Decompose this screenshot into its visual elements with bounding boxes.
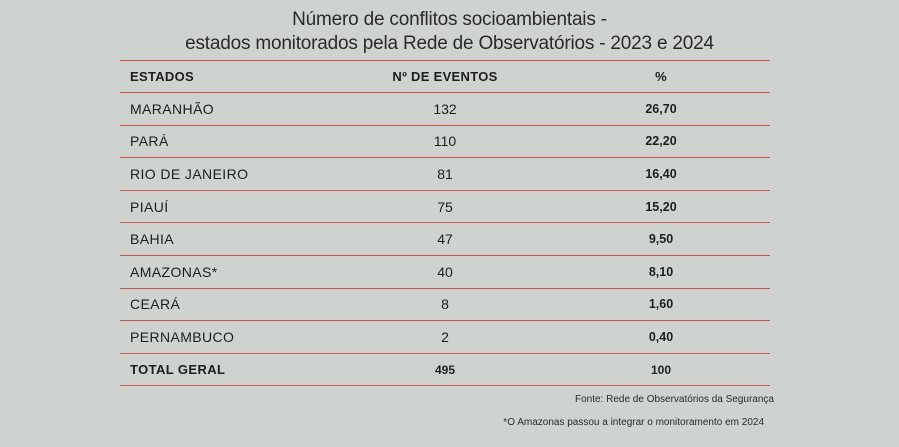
table-row: MARANHÃO 132 26,70 bbox=[120, 93, 770, 126]
percent-cell: 22,20 bbox=[645, 134, 677, 149]
table-row: PERNAMBUCO 2 0,40 bbox=[120, 321, 770, 354]
state-cell: PERNAMBUCO bbox=[130, 328, 235, 345]
table-row: AMAZONAS* 40 8,10 bbox=[120, 256, 770, 289]
data-table: ESTADOS Nº DE EVENTOS % MARANHÃO 132 26,… bbox=[120, 60, 770, 387]
events-cell: 132 bbox=[433, 100, 457, 117]
total-events: 495 bbox=[434, 362, 456, 377]
table-row: CEARÁ 8 1,60 bbox=[120, 289, 770, 322]
percent-cell: 1,60 bbox=[648, 297, 674, 312]
table-header-row: ESTADOS Nº DE EVENTOS % bbox=[120, 60, 770, 93]
state-cell: MARANHÃO bbox=[130, 100, 215, 117]
state-cell: PARÁ bbox=[130, 133, 169, 150]
state-cell: AMAZONAS* bbox=[130, 263, 218, 280]
events-cell: 2 bbox=[441, 328, 449, 345]
total-label: TOTAL GERAL bbox=[130, 362, 226, 378]
table-row: BAHIA 47 9,50 bbox=[120, 223, 770, 256]
state-cell: RIO DE JANEIRO bbox=[130, 165, 249, 182]
percent-cell: 26,70 bbox=[645, 101, 677, 116]
title-line-1: Número de conflitos socioambientais - bbox=[292, 9, 607, 30]
events-cell: 81 bbox=[437, 165, 453, 182]
events-cell: 47 bbox=[437, 231, 453, 248]
percent-cell: 0,40 bbox=[648, 329, 674, 344]
chart-title: Número de conflitos socioambientais - es… bbox=[0, 8, 899, 56]
footnote: *O Amazonas passou a integrar o monitora… bbox=[503, 417, 764, 428]
percent-cell: 15,20 bbox=[645, 199, 677, 214]
source-note: Fonte: Rede de Observatórios da Seguranç… bbox=[574, 394, 774, 405]
percent-cell: 8,10 bbox=[648, 264, 674, 279]
table-row: PARÁ 110 22,20 bbox=[120, 126, 770, 159]
header-events: Nº DE EVENTOS bbox=[392, 69, 498, 84]
table-total-row: TOTAL GERAL 495 100 bbox=[120, 354, 770, 387]
header-percent: % bbox=[655, 69, 667, 84]
percent-cell: 9,50 bbox=[648, 232, 674, 247]
events-cell: 40 bbox=[437, 263, 453, 280]
header-states: ESTADOS bbox=[130, 69, 194, 84]
events-cell: 110 bbox=[433, 133, 457, 150]
title-line-2: estados monitorados pela Rede de Observa… bbox=[185, 33, 714, 54]
percent-cell: 16,40 bbox=[645, 166, 677, 181]
events-cell: 8 bbox=[441, 296, 449, 313]
events-cell: 75 bbox=[437, 198, 453, 215]
state-cell: BAHIA bbox=[130, 231, 175, 248]
state-cell: PIAUÍ bbox=[130, 198, 169, 215]
table-row: RIO DE JANEIRO 81 16,40 bbox=[120, 158, 770, 191]
total-percent: 100 bbox=[650, 362, 672, 377]
state-cell: CEARÁ bbox=[130, 296, 181, 313]
table-row: PIAUÍ 75 15,20 bbox=[120, 191, 770, 224]
